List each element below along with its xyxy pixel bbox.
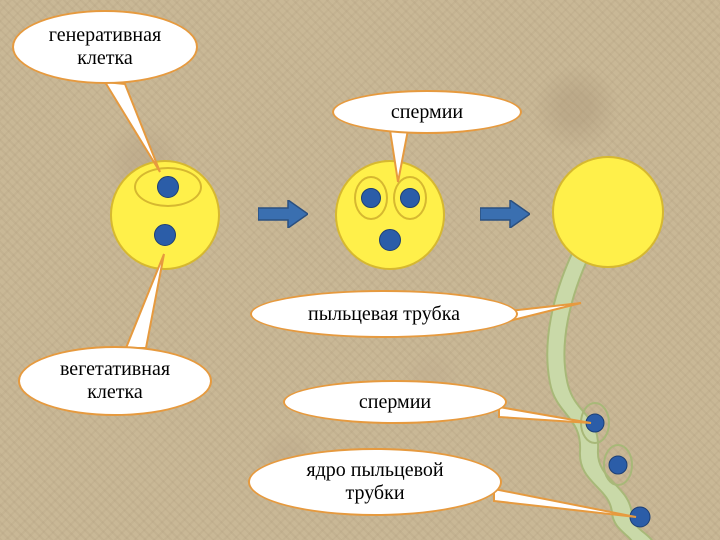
callout-tube-nucleus: ядро пыльцевой трубки xyxy=(248,448,502,516)
callout-sperm-bottom: спермии xyxy=(283,380,507,424)
arrow-1 xyxy=(258,200,308,228)
callout-pollen-tube: пыльцевая трубка xyxy=(250,290,518,338)
arrow-2 xyxy=(480,200,530,228)
callout-tail-tube-nucleus xyxy=(490,475,640,525)
sperm-nucleus-1 xyxy=(361,188,381,208)
callout-tail-pollen-tube xyxy=(505,295,585,325)
label-sperm-top: спермии xyxy=(391,101,463,124)
generative-nucleus-left xyxy=(157,176,179,198)
callout-tail-vegetative xyxy=(120,252,190,352)
callout-vegetative-cell: вегетативная клетка xyxy=(18,346,212,416)
vegetative-nucleus-middle xyxy=(379,229,401,251)
callout-generative-cell: генеративная клетка xyxy=(12,10,198,84)
vegetative-nucleus-left xyxy=(154,224,176,246)
label-vegetative-cell: вегетативная клетка xyxy=(60,358,170,404)
label-pollen-tube: пыльцевая трубка xyxy=(308,303,460,326)
label-generative-cell: генеративная клетка xyxy=(49,24,161,70)
label-tube-nucleus: ядро пыльцевой трубки xyxy=(306,459,443,505)
callout-tail-sperm-bottom xyxy=(495,395,595,430)
callout-tail-sperm-top xyxy=(380,126,430,186)
label-sperm-bottom: спермии xyxy=(359,391,431,414)
callout-tail-generative xyxy=(95,76,175,176)
callout-sperm-top: спермии xyxy=(332,90,522,134)
sperm-nucleus-2 xyxy=(400,188,420,208)
